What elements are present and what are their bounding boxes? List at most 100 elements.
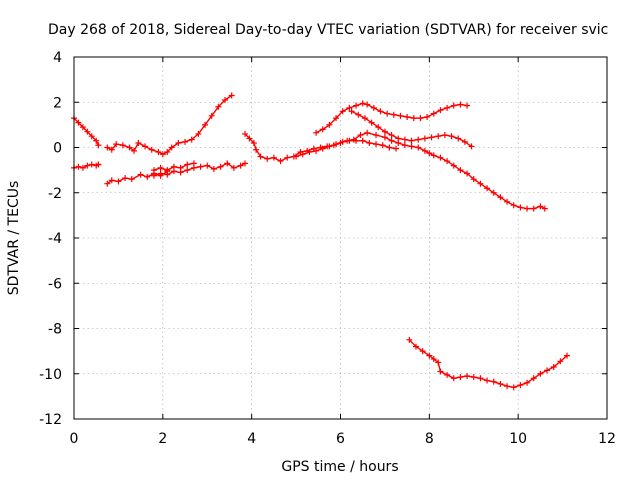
data-point	[437, 107, 444, 114]
data-point	[537, 370, 544, 377]
axis-ticks: 0 2 4 6 8 10 12 -12 -10 -8 -6 -4 -2 0 2 4	[39, 50, 616, 447]
data-point	[397, 112, 404, 119]
data-point	[408, 143, 415, 150]
data-point	[381, 134, 388, 141]
x-tick-label: 6	[336, 431, 345, 447]
data-point	[430, 152, 437, 159]
grid-lines	[74, 57, 607, 419]
data-point	[264, 155, 271, 162]
data-point	[88, 133, 95, 140]
data-point	[246, 135, 253, 142]
data-point	[170, 163, 177, 170]
data-point	[319, 145, 326, 152]
data-point	[450, 102, 457, 109]
chart-title: Day 268 of 2018, Sidereal Day-to-day VTE…	[48, 22, 608, 38]
data-point	[150, 167, 157, 174]
series-s1	[71, 115, 102, 149]
data-point	[346, 137, 353, 144]
data-point	[357, 132, 364, 139]
data-point	[355, 111, 362, 118]
y-tick-label: -12	[39, 412, 62, 428]
series-s9	[313, 100, 471, 136]
data-point	[108, 177, 115, 184]
x-tick-label: 10	[509, 431, 527, 447]
data-point	[84, 162, 91, 169]
y-tick-label: -6	[48, 276, 62, 292]
series-line	[295, 140, 397, 158]
data-point	[108, 146, 115, 153]
data-point	[242, 160, 249, 167]
data-point	[426, 150, 433, 157]
data-point	[88, 161, 95, 168]
data-point	[333, 141, 340, 148]
data-point	[104, 144, 111, 151]
data-point	[104, 180, 111, 187]
data-point	[79, 164, 86, 171]
data-point	[128, 176, 135, 183]
data-point	[364, 101, 371, 108]
data-point	[484, 185, 491, 192]
data-point	[250, 139, 257, 146]
y-tick-label: -2	[48, 186, 62, 202]
data-point	[126, 144, 133, 151]
data-point	[417, 115, 424, 122]
data-point	[384, 110, 391, 117]
data-point	[182, 138, 189, 145]
data-point	[130, 147, 137, 154]
data-point	[113, 141, 120, 148]
data-point	[415, 144, 422, 151]
data-point	[353, 102, 360, 109]
series-line	[106, 94, 233, 155]
data-point	[168, 144, 175, 151]
data-point	[306, 149, 313, 156]
data-point	[155, 149, 162, 156]
data-point	[319, 126, 326, 133]
data-point	[484, 377, 491, 384]
data-point	[299, 151, 306, 158]
x-tick-label: 2	[158, 431, 167, 447]
data-point	[444, 371, 451, 378]
data-point	[353, 137, 360, 144]
y-tick-label: -10	[39, 367, 62, 383]
data-point	[326, 143, 333, 150]
data-point	[375, 124, 382, 131]
data-point	[437, 368, 444, 375]
data-point	[366, 139, 373, 146]
data-point	[115, 178, 122, 185]
data-point	[401, 142, 408, 149]
data-point	[157, 170, 164, 177]
x-axis-label: GPS time / hours	[281, 459, 398, 475]
data-point	[75, 119, 82, 126]
data-point	[135, 139, 142, 146]
x-tick-label: 4	[247, 431, 256, 447]
data-point	[95, 161, 102, 168]
data-point	[346, 104, 353, 111]
data-point	[228, 92, 235, 99]
series-s7	[242, 129, 548, 212]
data-point	[84, 128, 91, 135]
data-point	[435, 133, 442, 140]
data-point	[257, 153, 264, 160]
data-point	[410, 115, 417, 122]
data-point	[164, 167, 171, 174]
data-point	[313, 129, 320, 136]
data-point	[142, 143, 149, 150]
data-point	[144, 173, 151, 180]
data-point	[464, 170, 471, 177]
data-point	[79, 124, 86, 131]
data-point	[470, 176, 477, 183]
data-point	[190, 160, 197, 167]
data-point	[222, 96, 229, 103]
data-point	[395, 135, 402, 142]
data-point	[497, 380, 504, 387]
data-point	[530, 375, 537, 382]
data-point	[441, 132, 448, 139]
data-point	[159, 151, 166, 158]
series-s6	[150, 160, 197, 174]
data-point	[195, 130, 202, 137]
data-point	[457, 167, 464, 174]
data-point	[379, 142, 386, 149]
data-point	[450, 162, 457, 169]
data-point	[455, 135, 462, 142]
data-point	[537, 203, 544, 210]
